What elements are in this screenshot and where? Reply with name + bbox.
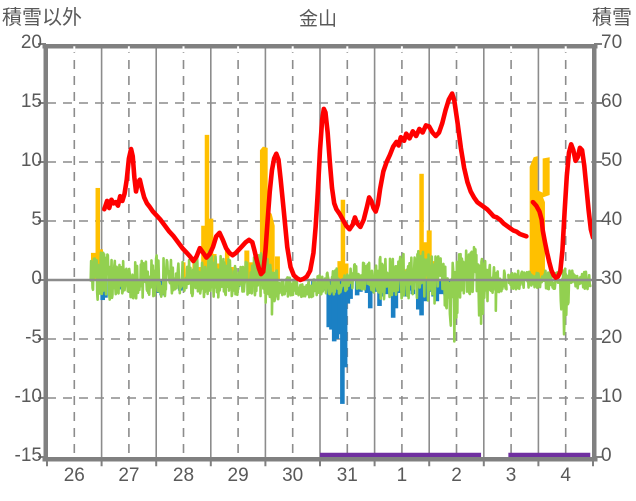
other-precipitation-dip [270,271,274,316]
x-axis-tick: 30 [282,465,304,486]
snowfall-bar [337,261,342,280]
snowfall-bar [340,199,346,280]
y-axis-left-tick: 5 [31,209,42,230]
y-axis-left-tick: 20 [20,32,42,53]
snowfall-bar [419,173,424,280]
negative-bar [329,280,334,330]
negative-bar [367,280,373,309]
snowfall-bar [343,263,349,280]
y-axis-left-tick: 15 [20,91,42,112]
x-axis-tick: 4 [560,465,571,486]
y-axis-right-tick: 50 [601,150,623,171]
x-axis-tick: 31 [336,465,358,486]
negative-bar [340,280,345,404]
right-axis-caption: 積雪 [592,7,632,29]
negative-bar [390,280,396,318]
other-precipitation-dip [479,271,484,325]
snowfall-bar [204,134,210,280]
y-axis-right-tick: 20 [601,327,623,348]
x-axis-tick: 1 [396,465,408,486]
negative-bar [434,280,440,302]
negative-bar [348,280,353,299]
negative-bar [397,280,403,293]
y-axis-right-tick: 0 [601,445,612,466]
negative-bar [415,280,421,310]
negative-bar [337,280,342,335]
x-axis-tick: 28 [172,465,195,486]
y-axis-left-tick: -15 [14,445,42,466]
chart-title: 金山 [298,9,337,30]
y-axis-right-tick: 30 [601,268,623,289]
y-axis-left-tick: -5 [25,327,42,348]
negative-bar [419,280,424,316]
negative-bar [326,280,332,328]
x-axis-tick: 2 [451,465,462,486]
x-axis-tick: 26 [63,465,85,486]
snowfall-bar [95,187,101,280]
negative-bar [364,280,370,293]
other-precipitation-dip [494,271,498,312]
y-axis-right-tick: 60 [601,91,623,112]
x-axis-tick: 29 [227,465,249,486]
snow-depth-line-segment-1 [102,91,529,283]
y-axis-left-tick: 10 [20,150,42,171]
y-axis-left-tick: -10 [14,386,42,407]
x-axis-tick: 27 [118,465,140,486]
y-axis-left-tick: 0 [31,268,42,289]
negative-bar [345,280,351,304]
other-precipitation-line [89,245,508,327]
left-axis-caption: 積雪以外 [2,7,82,29]
y-axis-right-tick: 70 [601,32,623,53]
y-axis-right-tick: 40 [601,209,623,230]
other-precipitation-dip [453,271,457,343]
snowfall-bar [274,256,280,280]
negative-bar [342,280,348,368]
snow-depth-line-segment-2 [530,142,596,280]
negative-bar [331,280,337,342]
negative-bar [334,280,340,339]
x-axis-tick: 3 [505,465,517,486]
y-axis-right-tick: 10 [601,386,623,407]
other-precipitation-dip-tail [561,269,567,336]
